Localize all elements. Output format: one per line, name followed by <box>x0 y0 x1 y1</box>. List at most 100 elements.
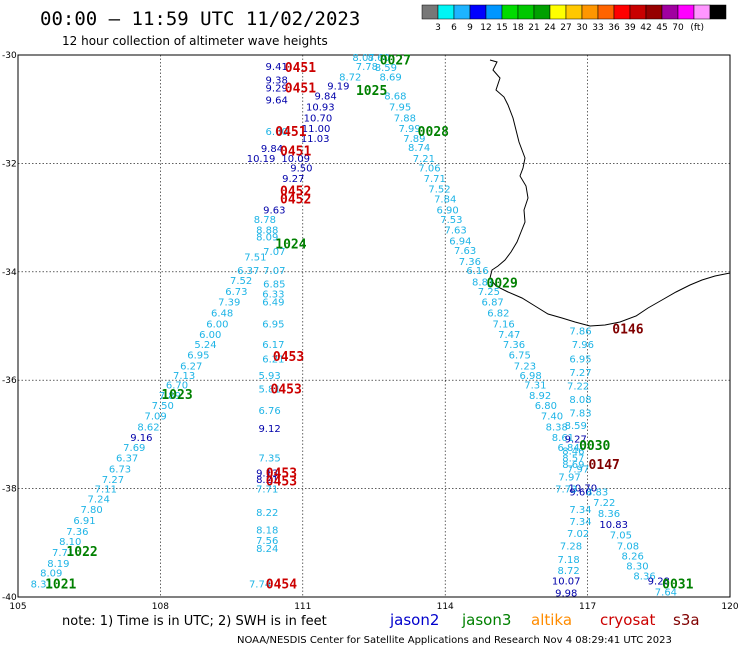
wave-height-value: 7.69 <box>123 443 145 454</box>
pass-time-label: 0451 <box>275 125 306 140</box>
legend-jason3: jason3 <box>461 611 511 629</box>
wave-height-value: 8.26 <box>622 551 644 562</box>
pass-time-label: 0451 <box>285 61 316 76</box>
wave-height-value: 10.93 <box>306 102 335 113</box>
wave-height-value: 6.95 <box>569 355 591 366</box>
colorbar-label: (ft) <box>690 23 704 33</box>
wave-height-value: 8.57 <box>562 454 584 465</box>
wave-height-value: 9.50 <box>290 164 312 175</box>
colorbar-swatch <box>565 4 583 20</box>
wave-height-value: 5.81 <box>258 384 280 395</box>
wave-height-value: 6.73 <box>225 287 247 298</box>
wave-height-value: 7.83 <box>569 409 591 420</box>
wave-height-value: 8.69 <box>562 460 584 471</box>
wave-height-value: 7.23 <box>514 362 536 373</box>
colorbar-label: 27 <box>560 23 571 33</box>
pass-time-label: 1025 <box>356 84 387 99</box>
wave-height-value: 9.84 <box>314 92 336 103</box>
pass-time-label: 0451 <box>285 82 316 97</box>
colorbar-swatch <box>485 4 503 20</box>
australia-coastline <box>489 59 731 327</box>
wave-height-value: 7.52 <box>230 276 252 287</box>
latitude-label: -36 <box>2 376 17 386</box>
wave-height-value: 6.94 <box>449 236 471 247</box>
colorbar-swatch <box>453 4 471 20</box>
wave-height-value: 6.95 <box>187 351 209 362</box>
wave-height-value: 7.71 <box>256 485 278 496</box>
axis-tick-labels: 105 108 111 114 117 120 -30 -32 -34 -36 -38 -40 <box>2 51 739 612</box>
wave-height-value: 6.00 <box>206 319 228 330</box>
colorbar-label: 15 <box>496 23 507 33</box>
wave-height-value: 7.06 <box>418 164 440 175</box>
wave-height-value: 6.37 <box>237 266 259 277</box>
colorbar-label: 21 <box>528 23 539 33</box>
wave-height-value: 7.50 <box>152 401 174 412</box>
wave-height-value: 7.63 <box>454 246 476 257</box>
wave-height-value: 8.74 <box>408 143 430 154</box>
longitude-label: 111 <box>294 602 311 612</box>
colorbar-swatch <box>693 4 711 20</box>
wave-height-value: 6.33 <box>262 289 284 300</box>
colorbar-swatch <box>421 4 439 20</box>
colorbar-swatch <box>613 4 631 20</box>
footer-note: note: 1) Time is in UTC; 2) SWH is in fe… <box>62 614 327 629</box>
wave-height-value: 7.96 <box>572 340 594 351</box>
wave-height-value: 7.24 <box>88 494 110 505</box>
pass-time-label: 0453 <box>266 466 297 481</box>
pass-time-label: 1024 <box>275 238 306 253</box>
wave-height-value: 7.13 <box>173 371 195 382</box>
wave-height-value: 8.08 <box>569 395 591 406</box>
wave-height-value: 9.27 <box>565 435 587 446</box>
wave-height-value: 6.85 <box>263 280 285 291</box>
latitude-label: -34 <box>2 268 17 278</box>
wave-height-value: 10.19 <box>247 154 276 165</box>
wave-height-value: 8.69 <box>379 73 401 84</box>
wave-height-value: 7.84 <box>434 195 456 206</box>
pass-time-label: 0453 <box>266 474 297 489</box>
pass-time-label: 0451 <box>280 144 311 159</box>
colorbar-label: 12 <box>480 23 491 33</box>
wave-height-value: 9.84 <box>261 144 283 155</box>
pass-time-label: 0452 <box>280 193 311 208</box>
wave-height-value: 8.81 <box>472 278 494 289</box>
wave-height-value: 7.52 <box>428 184 450 195</box>
wave-height-value: 8.31 <box>31 579 53 590</box>
wave-height-colorbar: 3 6 9 12 15 18 21 24 27 30 33 36 39 42 45 70 (ft) <box>421 4 727 33</box>
wave-height-value: 7.22 <box>593 498 615 509</box>
longitude-label: 120 <box>721 602 738 612</box>
wave-height-value: 7.28 <box>560 542 582 553</box>
wave-height-value: 7.35 <box>258 454 280 465</box>
colorbar-swatch <box>677 4 695 20</box>
pass-time-label: 0028 <box>418 125 449 140</box>
lat-lon-grid <box>18 55 730 597</box>
colorbar-swatch <box>469 4 487 20</box>
wave-height-value: 7.36 <box>503 340 525 351</box>
pass-time-label: 0454 <box>266 577 297 592</box>
wave-height-value: 8.22 <box>256 508 278 519</box>
wave-height-value: 6.48 <box>211 308 233 319</box>
wave-height-value: 7.22 <box>567 382 589 393</box>
longitude-label: 108 <box>152 602 169 612</box>
wave-height-value: 7.40 <box>541 411 563 422</box>
colorbar-swatch <box>437 4 455 20</box>
colorbar-swatch <box>517 4 535 20</box>
colorbar-label: 3 <box>435 23 441 33</box>
wave-height-value: 9.60 <box>569 487 591 498</box>
colorbar-swatch <box>629 4 647 20</box>
wave-height-value: 8.36 <box>598 509 620 520</box>
wave-height-value: 7.97 <box>567 465 589 476</box>
wave-height-value: 7.21 <box>413 154 435 165</box>
colorbar-label: 70 <box>672 23 684 33</box>
pass-time-label: 1023 <box>161 388 192 403</box>
colorbar-swatch <box>597 4 615 20</box>
wave-height-value: 7.18 <box>557 555 579 566</box>
wave-height-value: 6.87 <box>482 298 504 309</box>
wave-height-value: 7.56 <box>256 536 278 547</box>
longitude-label: 114 <box>437 602 454 612</box>
wave-height-value: 7.36 <box>459 257 481 268</box>
wave-height-value: 8.68 <box>384 92 406 103</box>
wave-height-value: 6.37 <box>116 454 138 465</box>
wave-height-value: 9.98 <box>555 589 577 600</box>
wave-height-value: 7.47 <box>498 330 520 341</box>
wave-height-value: 6.21 <box>262 355 284 366</box>
